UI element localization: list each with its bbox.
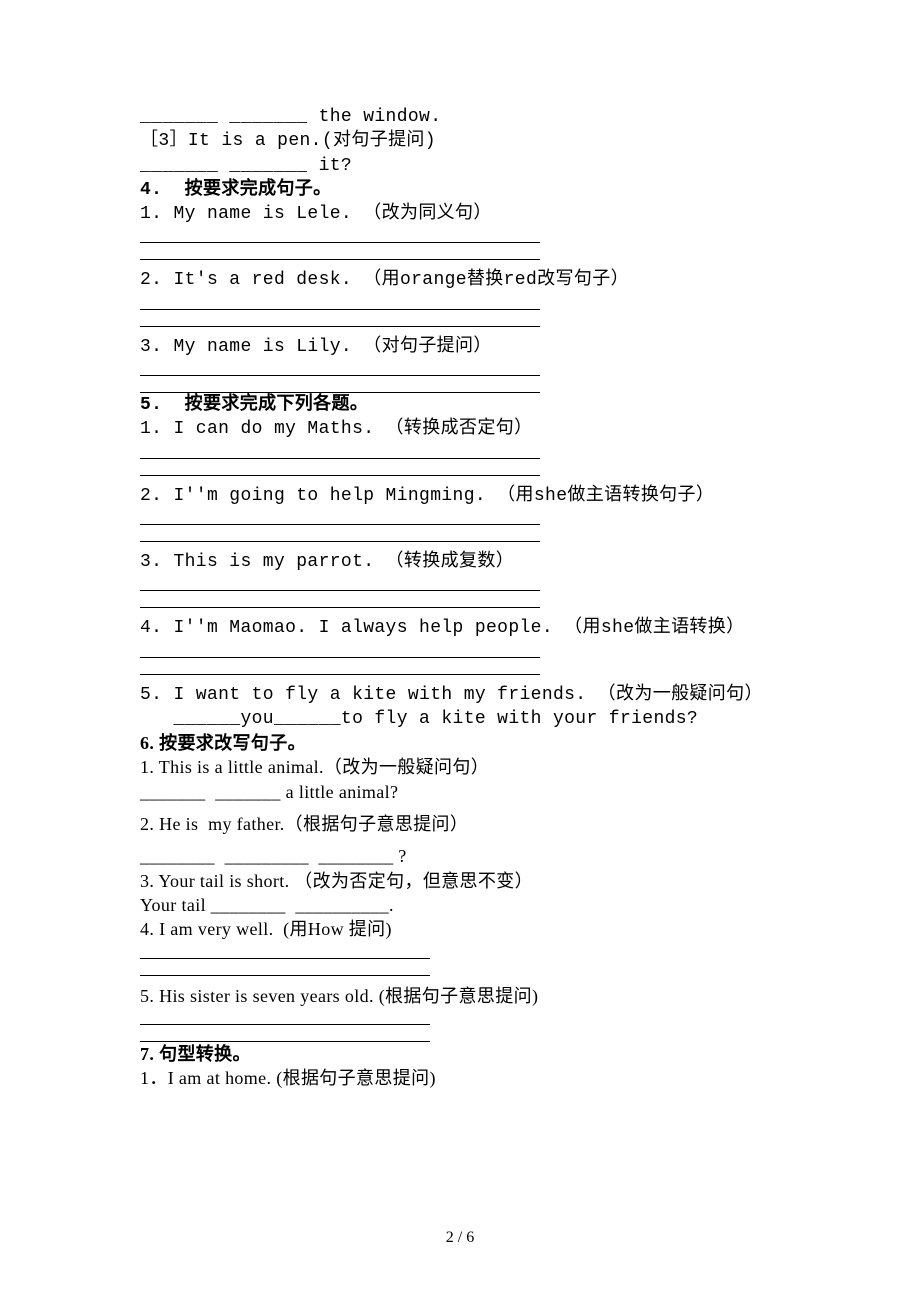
spacer [140,327,780,335]
q4-heading: 4. 按要求完成句子。 [140,178,780,202]
spacer [140,608,780,616]
q4-i1: 1. My name is Lele. （改为同义句） [140,202,780,226]
q6-heading: 6. 按要求改写句子。 [140,731,780,755]
answer-line [140,574,780,591]
q6-i2-answer: ________ _________ ________ ? [140,844,780,868]
answer-line [140,359,780,376]
answer-line [140,942,780,959]
q6-i3-answer: Your tail ________ __________. [140,893,780,917]
spacer [140,260,780,268]
answer-line [140,959,780,976]
page-footer: 2 / 6 [0,1229,920,1247]
answer-line [140,508,780,525]
q4-i2: 2. It's a red desk. （用orange替换red改写句子） [140,268,780,292]
q5-i5-answer: ______you______to fly a kite with your f… [140,707,780,731]
page: _______ _______ the window. ［3］It is a p… [0,0,920,1302]
spacer [140,836,780,844]
q5-i5-prompt: 5. I want to fly a kite with my friends.… [140,683,780,707]
q5-i2: 2. I''m going to help Mingming. （用she做主语… [140,484,780,508]
q5-i3: 3. This is my parrot. （转换成复数） [140,550,780,574]
answer-line [140,525,780,542]
q6-i3-prompt: 3. Your tail is short. （改为否定句，但意思不变） [140,869,780,893]
q5-i4: 4. I''m Maomao. I always help people. （用… [140,616,780,640]
spacer [140,804,780,812]
q6-i1-answer: _______ _______ a little animal? [140,780,780,804]
answer-line [140,243,780,260]
answer-line [140,591,780,608]
q7-i1: 1．I am at home. (根据句子意思提问) [140,1066,780,1090]
answer-line [140,1025,780,1042]
spacer [140,976,780,984]
q5-i1: 1. I can do my Maths. （转换成否定句） [140,417,780,441]
answer-line [140,1008,780,1025]
q5-heading: 5. 按要求完成下列各题。 [140,393,780,417]
q6-i1-prompt: 1. This is a little animal.（改为一般疑问句） [140,755,780,779]
answer-line [140,226,780,243]
q3-item3-answer: _______ _______ it? [140,154,780,178]
q6-i2-prompt: 2. He is my father.（根据句子意思提问） [140,812,780,836]
answer-line [140,293,780,310]
q6-i4-prompt: 4. I am very well. (用How 提问) [140,917,780,941]
spacer [140,476,780,484]
answer-line [140,442,780,459]
spacer [140,542,780,550]
q4-i3: 3. My name is Lily. （对句子提问） [140,335,780,359]
answer-line [140,376,780,393]
q3-item3-prompt: ［3］It is a pen.(对句子提问) [140,129,780,153]
q7-heading: 7. 句型转换。 [140,1042,780,1066]
answer-line [140,459,780,476]
q3-tail2: _______ _______ the window. [140,105,780,129]
answer-line [140,310,780,327]
spacer [140,675,780,683]
answer-line [140,641,780,658]
answer-line [140,658,780,675]
q6-i5-prompt: 5. His sister is seven years old. (根据句子意… [140,984,780,1008]
